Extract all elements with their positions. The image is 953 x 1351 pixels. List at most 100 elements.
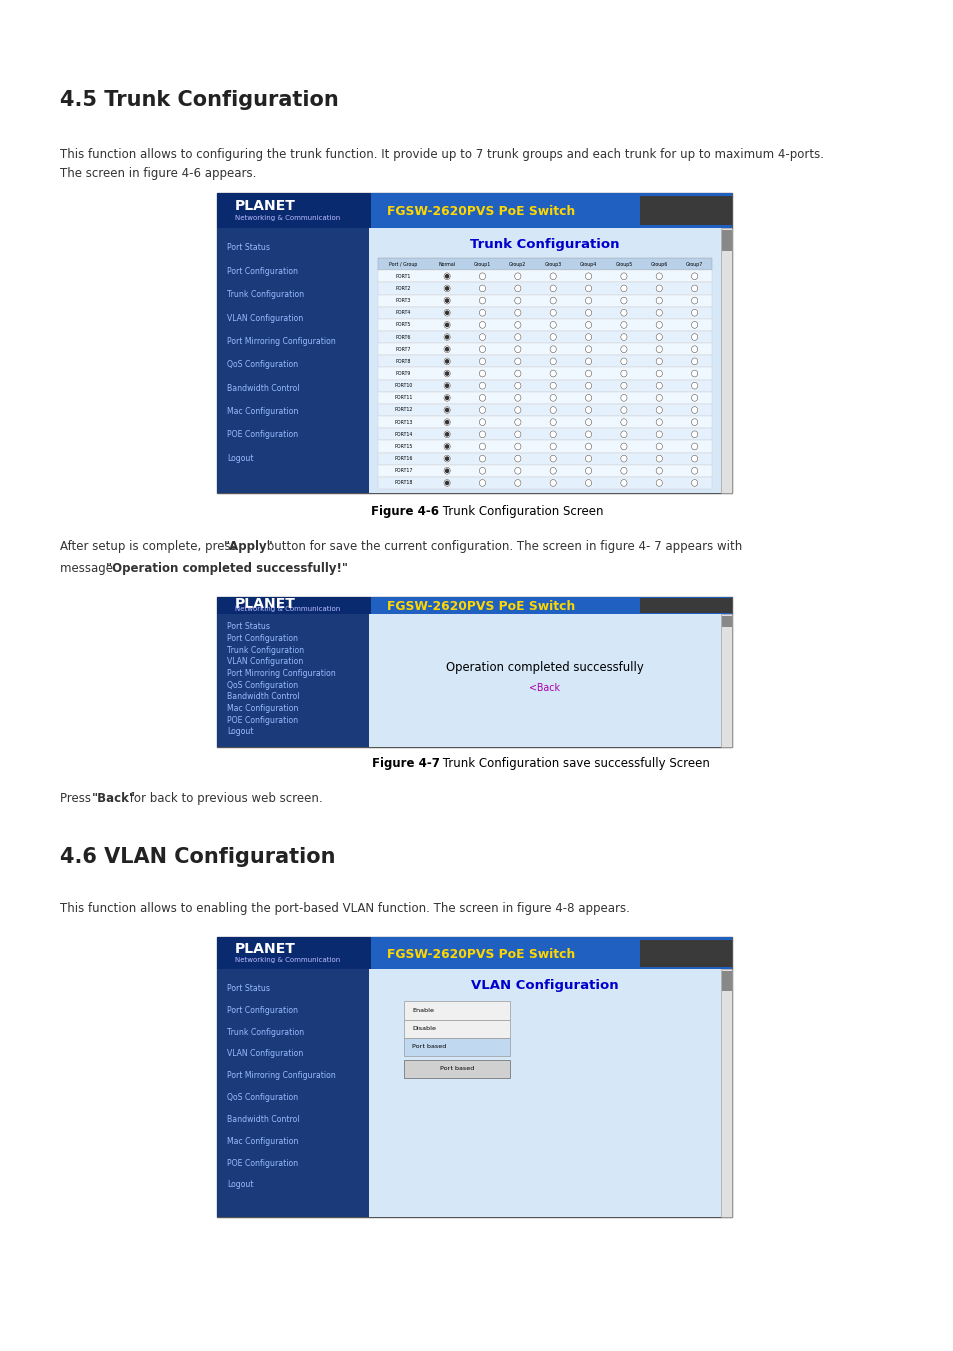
Circle shape (585, 431, 591, 438)
Circle shape (443, 455, 450, 462)
Circle shape (445, 274, 448, 278)
Circle shape (478, 322, 485, 328)
Bar (377, 440, 712, 453)
Circle shape (515, 394, 520, 401)
Text: Figure 4-7: Figure 4-7 (372, 757, 439, 770)
Circle shape (478, 467, 485, 474)
Text: Press: Press (60, 792, 94, 805)
Circle shape (515, 431, 520, 438)
Text: PORT3: PORT3 (395, 299, 411, 303)
Circle shape (445, 335, 448, 339)
Text: Trunk Configuration: Trunk Configuration (470, 238, 619, 251)
Circle shape (691, 358, 697, 365)
Circle shape (478, 394, 485, 401)
Text: Mac Configuration: Mac Configuration (227, 704, 298, 713)
Circle shape (691, 407, 697, 413)
Circle shape (585, 297, 591, 304)
Text: Networking & Communication: Networking & Communication (234, 215, 340, 220)
Bar (369, 615, 720, 747)
Text: Port Status: Port Status (227, 243, 270, 253)
Text: PORT7: PORT7 (395, 347, 411, 351)
Text: PORT18: PORT18 (394, 481, 413, 485)
Circle shape (585, 273, 591, 280)
Circle shape (656, 334, 661, 340)
Text: This function allows to configuring the trunk function. It provide up to 7 trunk: This function allows to configuring the … (60, 149, 823, 161)
Text: PLANET: PLANET (234, 942, 295, 957)
Text: Group5: Group5 (615, 262, 632, 266)
Text: VLAN Configuration: VLAN Configuration (227, 1050, 303, 1058)
Bar (216, 193, 371, 227)
Text: Group7: Group7 (685, 262, 702, 266)
Circle shape (445, 347, 448, 351)
Circle shape (445, 481, 448, 485)
Circle shape (478, 455, 485, 462)
Circle shape (585, 407, 591, 413)
Circle shape (478, 346, 485, 353)
Circle shape (656, 407, 661, 413)
Bar (377, 453, 712, 465)
Text: Port Configuration: Port Configuration (227, 634, 298, 643)
Circle shape (620, 382, 626, 389)
Circle shape (478, 370, 485, 377)
Text: Group2: Group2 (509, 262, 526, 266)
Text: VLAN Configuration: VLAN Configuration (471, 979, 618, 992)
Circle shape (620, 273, 626, 280)
Text: for back to previous web screen.: for back to previous web screen. (126, 792, 322, 805)
Circle shape (443, 382, 450, 389)
Text: "Back": "Back" (92, 792, 136, 805)
Text: PORT6: PORT6 (395, 335, 411, 339)
Circle shape (656, 358, 661, 365)
Circle shape (585, 467, 591, 474)
Text: Disable: Disable (412, 1027, 436, 1031)
Bar (377, 307, 712, 319)
Bar (377, 465, 712, 477)
Circle shape (585, 346, 591, 353)
Text: Enable: Enable (412, 1008, 434, 1013)
Circle shape (515, 285, 520, 292)
Circle shape (515, 480, 520, 486)
Text: Port Mirroring Configuration: Port Mirroring Configuration (227, 669, 335, 678)
Text: Port Status: Port Status (227, 984, 270, 993)
Circle shape (656, 346, 661, 353)
Bar (216, 597, 732, 747)
Circle shape (620, 467, 626, 474)
Text: Normal: Normal (438, 262, 456, 266)
Circle shape (656, 370, 661, 377)
Text: Group3: Group3 (544, 262, 561, 266)
Circle shape (445, 372, 448, 376)
Text: Port Mirroring Configuration: Port Mirroring Configuration (227, 336, 335, 346)
Bar (216, 193, 732, 493)
Circle shape (620, 334, 626, 340)
Circle shape (585, 382, 591, 389)
Circle shape (478, 273, 485, 280)
Bar (216, 597, 732, 615)
Circle shape (550, 455, 556, 462)
Circle shape (550, 273, 556, 280)
Text: Port Configuration: Port Configuration (227, 266, 298, 276)
Circle shape (515, 455, 520, 462)
Circle shape (550, 407, 556, 413)
Text: PORT15: PORT15 (394, 444, 413, 449)
Circle shape (443, 370, 450, 377)
Bar (377, 258, 712, 270)
Circle shape (443, 467, 450, 474)
Text: Group1: Group1 (474, 262, 491, 266)
Text: QoS Configuration: QoS Configuration (227, 361, 298, 369)
Circle shape (443, 480, 450, 486)
Text: Bandwidth Control: Bandwidth Control (227, 384, 299, 393)
Text: POE Configuration: POE Configuration (227, 431, 298, 439)
Circle shape (585, 443, 591, 450)
Circle shape (515, 370, 520, 377)
Bar (377, 270, 712, 282)
Circle shape (691, 382, 697, 389)
Circle shape (443, 419, 450, 426)
Text: PORT1: PORT1 (395, 274, 411, 278)
Bar (403, 1020, 509, 1038)
Text: PORT10: PORT10 (394, 384, 413, 388)
Circle shape (656, 382, 661, 389)
Circle shape (585, 285, 591, 292)
Circle shape (656, 419, 661, 426)
Circle shape (656, 431, 661, 438)
Circle shape (445, 359, 448, 363)
Circle shape (620, 443, 626, 450)
